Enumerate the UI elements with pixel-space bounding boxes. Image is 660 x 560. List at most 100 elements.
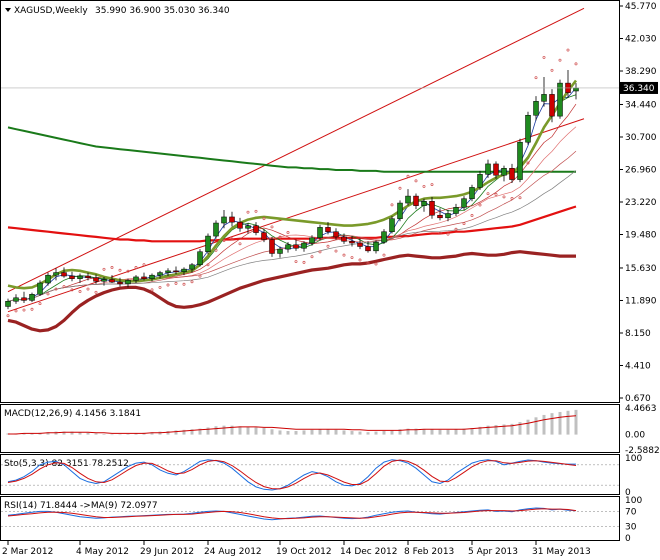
time-tick-label: 2 Mar 2012 [2, 547, 53, 557]
candle [53, 268, 59, 281]
sar-dot [286, 231, 290, 234]
candle-body [205, 235, 211, 252]
candle-body [525, 115, 531, 143]
macd-bar [438, 429, 442, 435]
candle-body [509, 168, 515, 180]
candle-body [341, 236, 347, 242]
candle [389, 216, 395, 234]
candle [381, 229, 387, 244]
candle-body [117, 281, 123, 285]
sar-dot [158, 285, 162, 289]
macd-bar [454, 429, 458, 435]
macd-bar [430, 429, 434, 435]
symbol-label: XAGUSD,Weekly [14, 6, 88, 16]
candle [149, 273, 155, 282]
price-tick-label: 23.220 [625, 198, 657, 208]
candle [365, 241, 371, 253]
macd-bar [350, 431, 354, 435]
sar-dot [414, 179, 418, 183]
collapse-triangle-icon[interactable] [5, 8, 11, 12]
sar-dot [246, 210, 250, 214]
sar-dot [182, 282, 186, 286]
sar-dot [278, 235, 282, 239]
rsi-tick-label: 30 [625, 523, 637, 533]
moving-average-lines [7, 7, 585, 333]
candle [501, 165, 507, 182]
candle-body [437, 214, 443, 219]
candle-body [149, 274, 155, 279]
macd-bar [86, 432, 90, 435]
macd-bar [150, 432, 154, 435]
candle-body [373, 241, 379, 252]
sar-dot [126, 269, 130, 273]
candle [453, 203, 459, 217]
sar-dot [326, 244, 330, 248]
candle [5, 298, 11, 310]
candle-body [213, 222, 219, 237]
candle [429, 196, 435, 219]
macd-bar [510, 423, 514, 435]
sar-dot [190, 280, 194, 284]
macd-bar [278, 430, 282, 435]
candle-body [309, 237, 315, 244]
time-tick-label: 8 Feb 2013 [404, 547, 454, 557]
candle-body [221, 216, 227, 224]
macd-bar [294, 431, 298, 435]
price-axis: 45.770 42.030 38.290 34.440 30.700 26.960 23.2… [619, 2, 657, 404]
time-tick-label: 19 Oct 2012 [276, 547, 332, 557]
candle [349, 236, 355, 247]
sar-dot [470, 214, 474, 217]
macd-bar [62, 431, 66, 435]
candle [525, 111, 531, 145]
macd-bar [254, 427, 258, 435]
candle [37, 280, 43, 297]
candle-body [365, 246, 371, 252]
macd-bar [550, 413, 554, 435]
sar-dot [86, 287, 90, 291]
sar-dot [150, 288, 154, 292]
price-tick-label: 15.630 [625, 264, 657, 274]
candle [373, 240, 379, 254]
sar-dot [110, 266, 114, 269]
rsi-tick-label: 70 [625, 507, 637, 517]
sto-tick-label: 0 [625, 488, 631, 498]
macd-bar [534, 417, 538, 435]
candle-body [253, 225, 259, 233]
sar-dot [302, 260, 306, 264]
stochastic-panel [0, 454, 620, 495]
candle [485, 159, 491, 178]
candle-body [237, 221, 243, 229]
candle-body [269, 239, 275, 254]
macd-bar [166, 431, 170, 435]
current-price-label: 36.340 [623, 84, 655, 94]
macd-bar [574, 409, 578, 435]
candle [421, 198, 427, 212]
candle-body [389, 218, 395, 232]
candle [125, 278, 131, 288]
sto-tick-label: 100 [625, 454, 642, 464]
candle [341, 233, 347, 244]
sar-dot [134, 266, 138, 269]
sar-dot [70, 288, 74, 292]
sar-dot [382, 253, 386, 257]
candle-body [109, 279, 115, 283]
price-tick-label: 11.890 [625, 296, 657, 306]
macd-bar [206, 427, 210, 435]
macd-bar [126, 433, 130, 435]
macd-label: MACD(12,26,9) 4.1456 3.1841 [4, 409, 141, 419]
rsi-label: RSI(14) 71.8444 ->MA(9) 72.0977 [4, 501, 158, 511]
sar-dot [14, 309, 18, 313]
sar-dot [166, 283, 170, 287]
candle [461, 196, 467, 210]
macd-bar [94, 433, 98, 435]
macd-bar [494, 425, 498, 435]
macd-bar [478, 426, 482, 435]
candle [437, 208, 443, 221]
candle-body [325, 227, 331, 232]
candle [173, 266, 179, 275]
candle-body [285, 244, 291, 250]
macd-bar [286, 431, 290, 435]
candle [189, 263, 195, 273]
candle-body [85, 275, 91, 279]
candle [533, 96, 539, 121]
